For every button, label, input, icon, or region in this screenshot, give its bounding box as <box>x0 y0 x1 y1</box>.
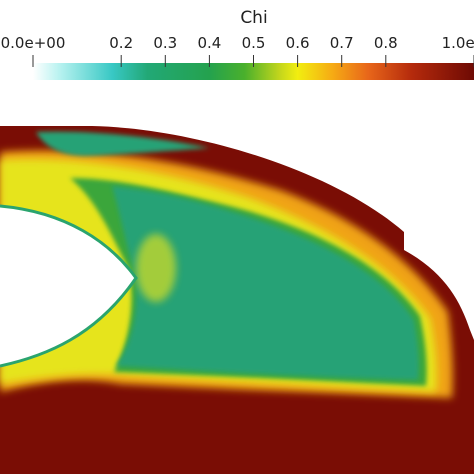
field-low-upper-strip <box>36 131 210 156</box>
colorbar-tick-label: 0.2 <box>109 34 133 52</box>
colorbar-title: Chi <box>240 8 267 28</box>
colorbar-tick-label: 0.5 <box>242 34 266 52</box>
colorbar-bar <box>33 63 474 80</box>
colorbar-tick-labels: 0.0e+00 0.2 0.3 0.4 0.5 0.6 0.7 0.8 1.0e+00 <box>1 34 474 52</box>
colorbar-tick-label: 0.8 <box>374 34 398 52</box>
colorbar-tick-label: 0.4 <box>197 34 221 52</box>
field-plot <box>0 126 474 474</box>
field-notch-highlight <box>136 234 176 302</box>
colorbar-tick-label: 0.3 <box>153 34 177 52</box>
colorbar-tick-label: 1.0e+00 <box>442 34 474 52</box>
domain-outline <box>0 204 138 368</box>
field-low-core <box>112 186 419 380</box>
colorbar-tick-marks <box>32 55 474 67</box>
colorbar-tick-label: 0.6 <box>286 34 310 52</box>
colorbar-tick-label: 0.0e+00 <box>1 34 66 52</box>
colorbar-tick-label: 0.7 <box>330 34 354 52</box>
